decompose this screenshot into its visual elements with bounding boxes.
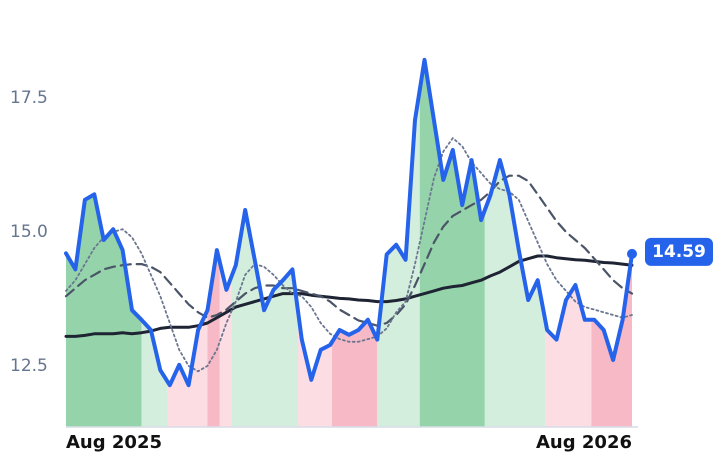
region-fill bbox=[219, 262, 233, 427]
y-tick-label: 12.5 bbox=[10, 356, 48, 376]
x-tick-label: Aug 2025 bbox=[66, 432, 162, 453]
last-value-label: 14.59 bbox=[652, 242, 706, 262]
region-fill bbox=[232, 210, 299, 427]
series-line bbox=[64, 174, 634, 327]
series-line bbox=[64, 57, 634, 388]
region-fill bbox=[591, 253, 632, 427]
x-tick-label: Aug 2026 bbox=[536, 432, 632, 453]
region-fill bbox=[377, 89, 420, 427]
series-line bbox=[65, 137, 633, 373]
last-point bbox=[627, 248, 637, 259]
last-value-badge bbox=[645, 237, 713, 266]
region-fill bbox=[419, 59, 485, 427]
y-tick-label: 17.5 bbox=[10, 88, 48, 108]
region-fill bbox=[545, 285, 592, 427]
region-fill bbox=[332, 319, 378, 427]
region-fill bbox=[484, 160, 546, 427]
series-line bbox=[64, 254, 634, 338]
y-tick-label: 15.0 bbox=[10, 222, 48, 242]
region-fill bbox=[141, 319, 168, 427]
